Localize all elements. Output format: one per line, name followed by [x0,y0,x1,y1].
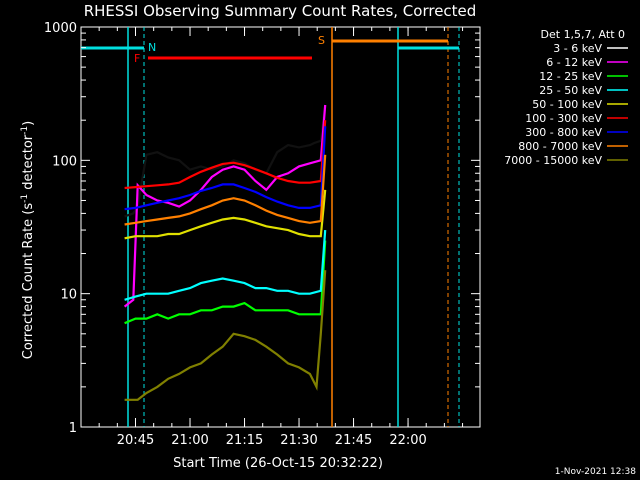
y-tick-label-2: 100 [52,154,77,169]
series-line-2 [124,240,327,325]
y-axis-label-sup1: -1 [20,194,30,203]
series-line-4 [124,189,327,240]
timestamp-label: 1-Nov-2021 12:38 [555,467,637,477]
y-axis-label-end: ) [21,121,36,126]
flag-label-s: S [318,34,325,47]
legend-label-1: 6 - 12 keV [546,56,602,69]
legend-label-2: 12 - 25 keV [539,70,602,83]
y-tick-label-1: 10 [60,288,77,303]
flag-label-n: N [148,41,156,54]
legend-label-6: 300 - 800 keV [525,126,602,139]
legend-header: Det 1,5,7, Att 0 [541,28,625,41]
x-tick-label-2: 21:15 [226,433,263,448]
x-axis-label: Start Time (26-Oct-15 20:32:22) [173,456,383,471]
legend-label-4: 50 - 100 keV [532,98,602,111]
series-line-5 [124,120,327,190]
y-tick-label-3: 1000 [44,21,77,36]
x-tick-label-1: 21:00 [171,433,208,448]
series-line-6 [124,126,327,211]
y-axis-label-main: Corrected Count Rate (s [21,203,36,360]
legend-label-7: 800 - 7000 keV [518,140,602,153]
x-tick-label-0: 20:45 [117,433,154,448]
x-tick-label-3: 21:30 [280,433,317,448]
y-tick-label-0: 1 [69,421,77,436]
annotation-lines: NF S [81,27,460,427]
series-line-7 [124,154,327,226]
legend-label-5: 100 - 300 keV [525,112,602,125]
legend-label-0: 3 - 6 keV [553,42,602,55]
legend-label-8: 7000 - 15000 keV [504,154,602,167]
plot-frame [80,26,481,428]
flag-label-f: F [134,52,140,65]
x-tick-label-5: 22:00 [389,433,426,448]
series-line-3 [124,230,327,301]
chart-title: RHESSI Observing Summary Count Rates, Co… [84,2,477,20]
plot-area-border [80,26,481,428]
x-tick-label-4: 21:45 [335,433,372,448]
tick-group: 1 10 100 1000 20:45 21:00 21:15 21:30 21:45 22:00 [44,21,480,448]
y-axis-label-sup2: -1 [20,126,30,135]
y-axis-label: Corrected Count Rate (s-1 detector-1) [20,121,36,359]
series-line-1 [123,104,327,308]
series-line-8 [124,270,327,401]
y-axis-label-mid: detector [21,134,36,194]
legend-label-3: 25 - 50 keV [539,84,602,97]
series-group [123,104,327,401]
